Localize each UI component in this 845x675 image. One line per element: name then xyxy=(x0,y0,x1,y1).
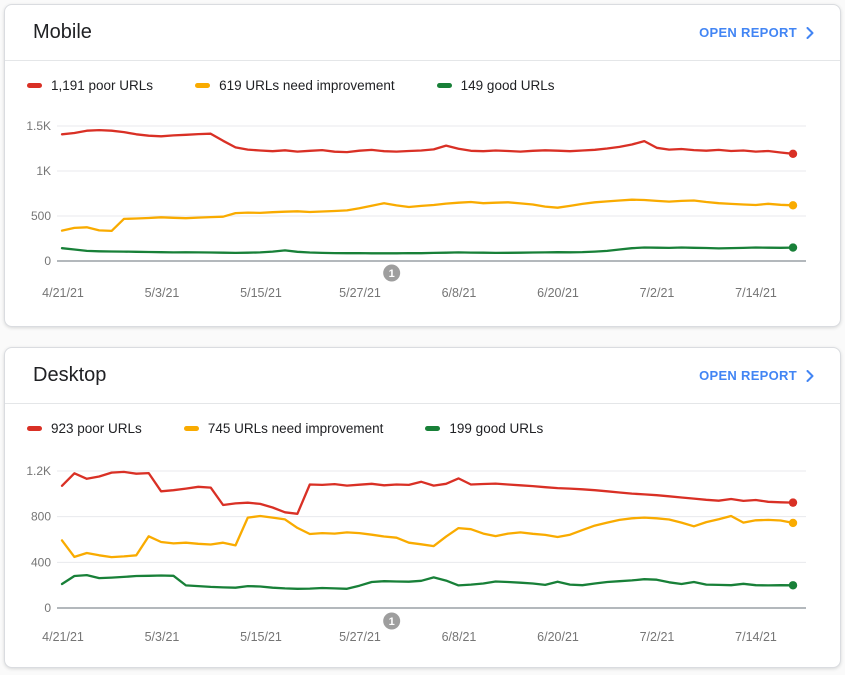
svg-text:7/14/21: 7/14/21 xyxy=(735,630,777,644)
desktop-legend: 923 poor URLs 745 URLs need improvement … xyxy=(5,421,840,436)
chevron-right-icon xyxy=(806,26,814,39)
svg-text:1.2K: 1.2K xyxy=(26,464,51,478)
svg-text:6/8/21: 6/8/21 xyxy=(442,286,477,300)
legend-item-needs-improvement: 619 URLs need improvement xyxy=(195,78,395,93)
desktop-card: Desktop OPEN REPORT 923 poor URLs 745 UR… xyxy=(4,347,841,668)
legend-item-needs-improvement: 745 URLs need improvement xyxy=(183,421,384,436)
legend-swatch-poor xyxy=(27,426,42,431)
svg-text:1: 1 xyxy=(389,268,395,280)
desktop-card-header: Desktop OPEN REPORT xyxy=(5,348,840,404)
svg-text:6/20/21: 6/20/21 xyxy=(537,630,579,644)
svg-text:6/8/21: 6/8/21 xyxy=(442,630,477,644)
mobile-legend: 1,191 poor URLs 619 URLs need improvemen… xyxy=(5,78,840,93)
legend-label-poor: 1,191 poor URLs xyxy=(51,78,154,93)
legend-swatch-good xyxy=(425,426,441,431)
svg-text:1.5K: 1.5K xyxy=(26,119,51,133)
desktop-cwv-line-chart[interactable]: 0 400 800 1.2K 4/21/21 5/3/21 5/15/21 5/27/21 6/… xyxy=(5,448,840,660)
svg-text:5/15/21: 5/15/21 xyxy=(240,286,282,300)
legend-item-poor: 1,191 poor URLs xyxy=(27,78,153,93)
legend-item-good: 149 good URLs xyxy=(436,78,555,93)
open-report-label: OPEN REPORT xyxy=(699,368,797,383)
svg-text:5/3/21: 5/3/21 xyxy=(145,286,180,300)
svg-text:800: 800 xyxy=(31,510,51,524)
svg-text:5/3/21: 5/3/21 xyxy=(145,630,180,644)
svg-text:1: 1 xyxy=(389,616,395,628)
svg-text:4/21/21: 4/21/21 xyxy=(42,630,84,644)
legend-label-needs-improvement: 619 URLs need improvement xyxy=(219,78,395,93)
chevron-right-icon xyxy=(806,369,814,382)
mobile-card: Mobile OPEN REPORT 1,191 poor URLs 619 U… xyxy=(4,4,841,327)
legend-swatch-needs-improvement xyxy=(183,426,199,431)
mobile-card-header: Mobile OPEN REPORT xyxy=(5,5,840,61)
card-title-desktop: Desktop xyxy=(33,364,107,386)
svg-text:0: 0 xyxy=(44,254,51,268)
legend-item-poor: 923 poor URLs xyxy=(27,421,142,436)
legend-label-poor: 923 poor URLs xyxy=(51,421,142,436)
svg-text:7/2/21: 7/2/21 xyxy=(640,286,675,300)
card-title-mobile: Mobile xyxy=(33,21,92,43)
svg-text:7/14/21: 7/14/21 xyxy=(735,286,777,300)
legend-label-good: 149 good URLs xyxy=(460,78,555,93)
legend-label-needs-improvement: 745 URLs need improvement xyxy=(207,421,384,436)
svg-text:0: 0 xyxy=(44,601,51,615)
legend-swatch-good xyxy=(436,83,452,88)
svg-text:500: 500 xyxy=(31,209,51,223)
mobile-cwv-line-chart[interactable]: 0 500 1K 1.5K 4/21/21 5/3/21 5/15/21 5/27/21 6/8… xyxy=(5,105,840,317)
svg-text:6/20/21: 6/20/21 xyxy=(537,286,579,300)
svg-text:5/15/21: 5/15/21 xyxy=(240,630,282,644)
open-report-link-desktop[interactable]: OPEN REPORT xyxy=(699,368,814,383)
svg-text:400: 400 xyxy=(31,555,51,569)
svg-text:7/2/21: 7/2/21 xyxy=(640,630,675,644)
svg-text:5/27/21: 5/27/21 xyxy=(339,286,381,300)
svg-text:4/21/21: 4/21/21 xyxy=(42,286,84,300)
svg-text:1K: 1K xyxy=(36,164,51,178)
legend-item-good: 199 good URLs xyxy=(425,421,543,436)
svg-text:5/27/21: 5/27/21 xyxy=(339,630,381,644)
legend-label-good: 199 good URLs xyxy=(449,421,544,436)
legend-swatch-poor xyxy=(27,83,42,88)
open-report-link-mobile[interactable]: OPEN REPORT xyxy=(699,25,814,40)
legend-swatch-needs-improvement xyxy=(195,83,211,88)
open-report-label: OPEN REPORT xyxy=(699,25,797,40)
